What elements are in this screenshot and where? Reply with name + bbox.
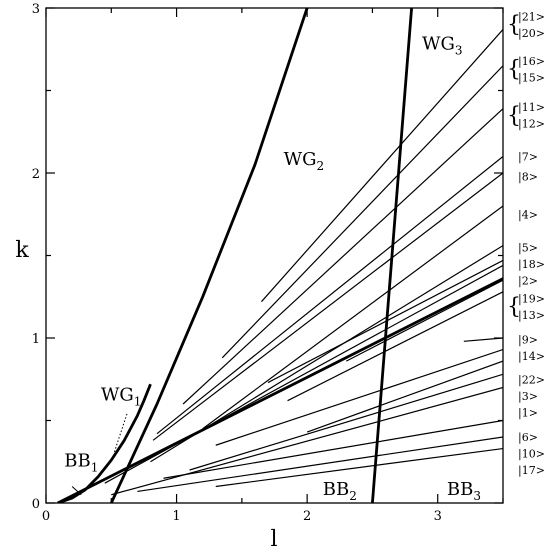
region-label: WG1 [101, 385, 142, 409]
state-line [287, 291, 503, 402]
state-line [215, 447, 503, 488]
state-label: |20> [518, 27, 545, 41]
state-label: |4> [518, 208, 538, 222]
state-label: |5> [518, 241, 538, 255]
state-label: |17> [518, 464, 545, 478]
region-label: WG2 [284, 149, 325, 173]
state-label: |22> [518, 373, 545, 387]
region-label-base: WG [101, 385, 134, 406]
y-axis-label: k [15, 238, 29, 263]
state-line [163, 419, 503, 479]
state-line [202, 205, 503, 430]
state-label: |8> [518, 170, 538, 184]
region-label-sub: 2 [317, 159, 325, 173]
state-label: |7> [518, 151, 538, 165]
x-tick-label: 1 [172, 509, 180, 524]
x-axis-label: l [270, 527, 277, 550]
state-label: |21> [518, 10, 545, 24]
state-line [156, 156, 503, 435]
state-line [215, 348, 503, 446]
state-label: |2> [518, 274, 538, 288]
region-label: WG3 [422, 33, 463, 57]
x-tick-label: 2 [303, 509, 311, 524]
region-label: BB1 [64, 451, 98, 475]
state-line [260, 29, 503, 303]
state-label: |12> [518, 118, 545, 132]
state-line [111, 386, 503, 496]
boundary-curve [57, 383, 152, 503]
state-line [152, 172, 503, 441]
y-tick-label: 3 [32, 2, 40, 17]
state-label: |19> [518, 292, 545, 306]
state-label: |10> [518, 448, 545, 462]
y-tick-label: 1 [32, 332, 40, 347]
region-label-base: BB [447, 479, 473, 500]
boundary-curve [371, 8, 413, 503]
axis-ticks: 0 1 2 3 0 1 2 3 [32, 2, 504, 524]
region-label-sub: 3 [473, 489, 481, 503]
brace-glyph: { [507, 103, 521, 128]
state-label: |13> [518, 309, 545, 323]
bb1-leader [71, 486, 82, 496]
brace-glyph: { [507, 295, 521, 320]
state-line [182, 108, 503, 405]
region-label: BB3 [447, 479, 481, 503]
brace-glyph: { [507, 13, 521, 38]
chart-marks [57, 8, 503, 503]
region-label-base: BB [323, 479, 349, 500]
state-label: |18> [518, 258, 545, 272]
state-label: |11> [518, 101, 545, 115]
region-label-sub: 3 [455, 43, 463, 57]
plot-frame [45, 7, 504, 504]
state-label: |16> [518, 55, 545, 69]
boundary-curve [57, 277, 503, 503]
x-tick-label: 3 [434, 509, 442, 524]
state-label: |1> [518, 406, 538, 420]
boundary-curve [110, 8, 309, 503]
y-tick-label: 2 [32, 167, 40, 182]
state-label: |6> [518, 431, 538, 445]
brace-glyph: { [507, 57, 521, 82]
state-line [189, 373, 503, 471]
region-label: BB2 [323, 479, 357, 503]
state-line [346, 279, 503, 362]
state-label: |15> [518, 71, 545, 85]
state-line [306, 360, 503, 433]
region-label-sub: 1 [91, 461, 99, 475]
state-line [137, 436, 503, 493]
state-line [221, 65, 503, 359]
y-tick-label: 0 [32, 497, 40, 512]
region-label-base: WG [422, 33, 455, 54]
state-label: |14> [518, 350, 545, 364]
region-label-base: WG [284, 149, 317, 170]
region-label-base: BB [64, 451, 90, 472]
plot-area [57, 8, 503, 503]
state-label: |9> [518, 334, 538, 348]
region-label-sub: 1 [134, 395, 142, 409]
state-label: |3> [518, 390, 538, 404]
region-label-sub: 2 [349, 489, 357, 503]
x-tick-label: 0 [42, 509, 50, 524]
